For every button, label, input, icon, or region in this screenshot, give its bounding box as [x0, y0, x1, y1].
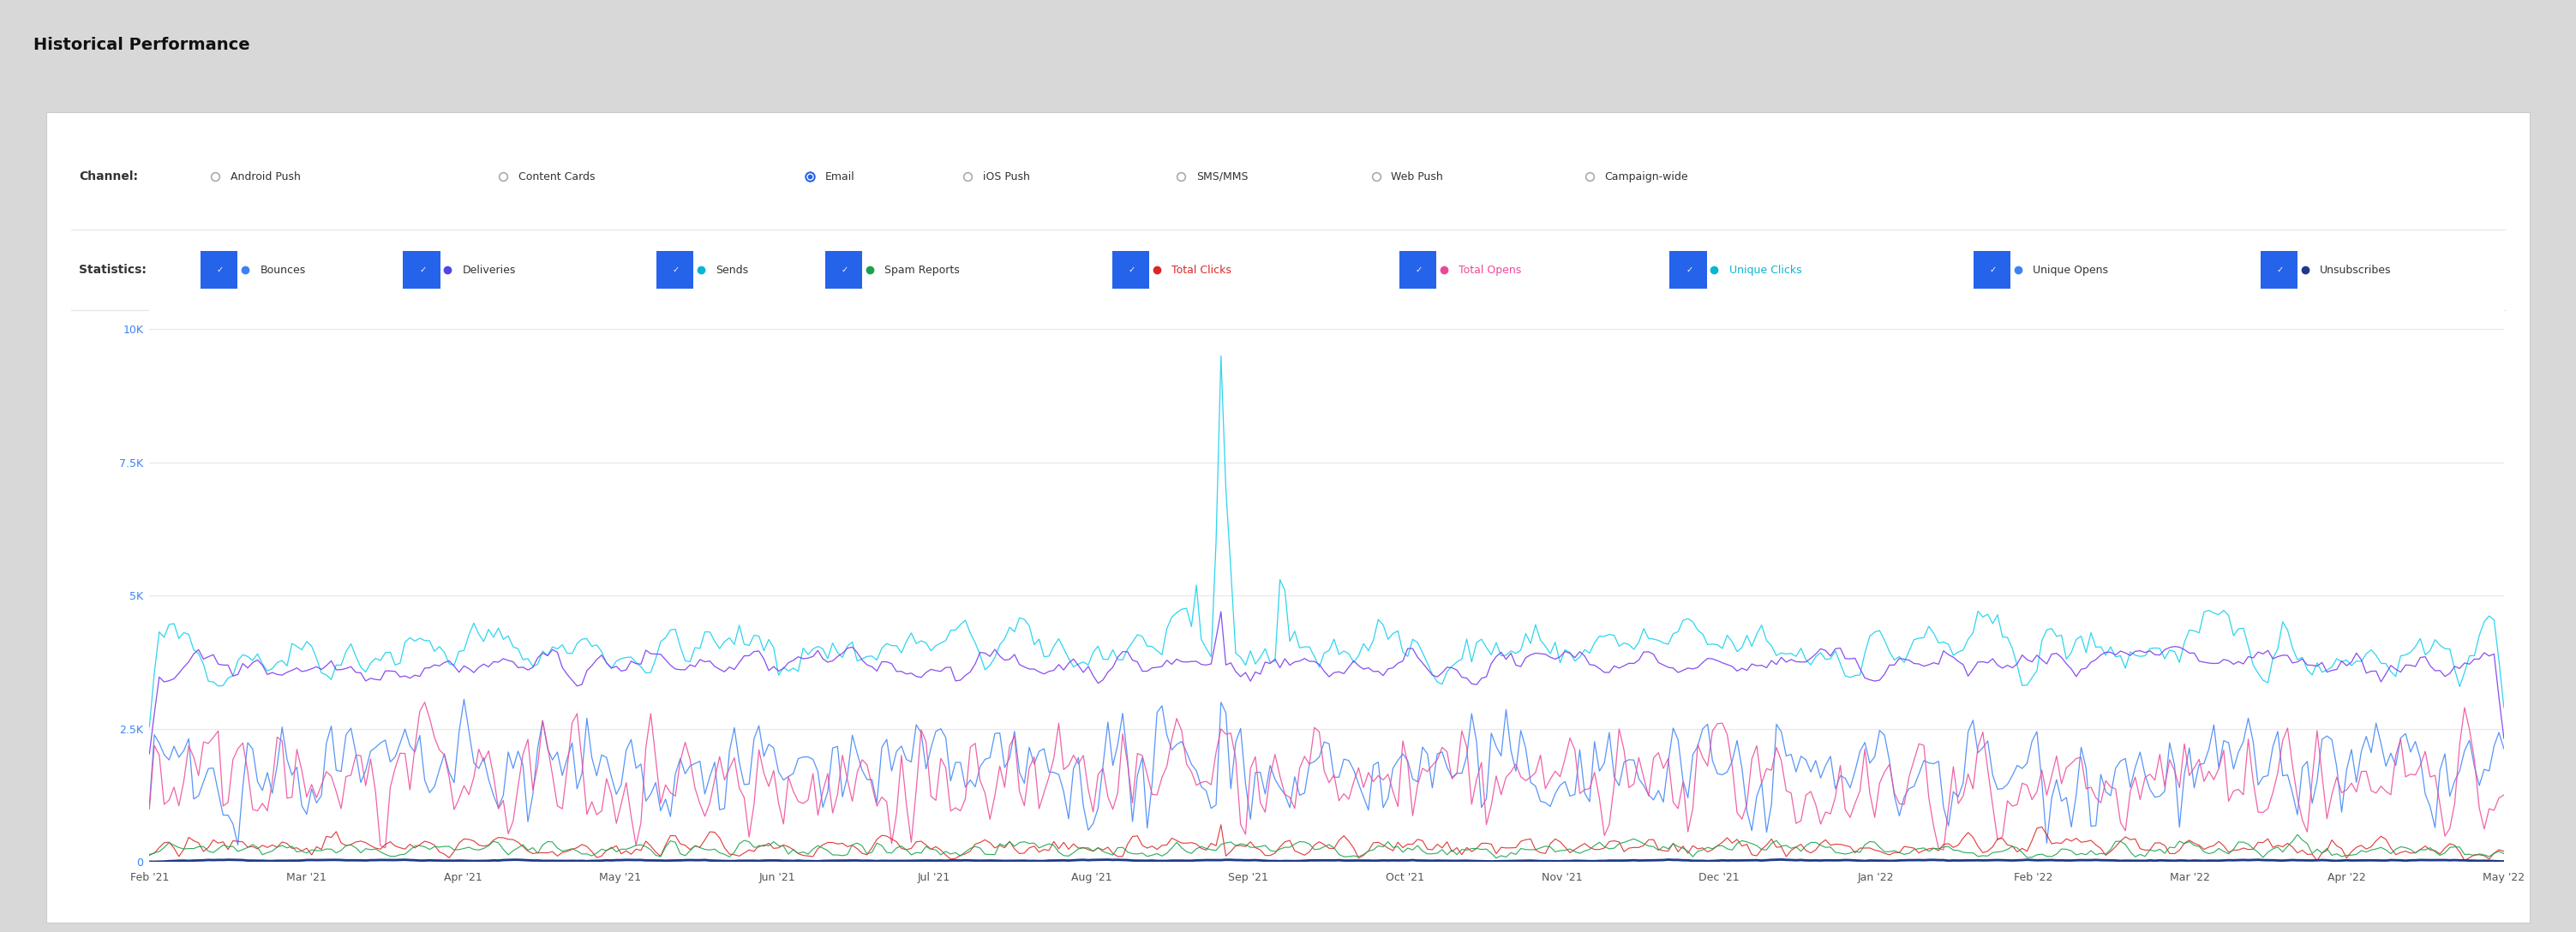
Text: Bounces: Bounces — [260, 265, 307, 276]
Text: ✓: ✓ — [216, 266, 224, 274]
Text: Total Opens: Total Opens — [1458, 265, 1522, 276]
Text: Unique Opens: Unique Opens — [2032, 265, 2107, 276]
Text: Unsubscribes: Unsubscribes — [2321, 265, 2391, 276]
Text: iOS Push: iOS Push — [981, 171, 1030, 183]
FancyBboxPatch shape — [1973, 252, 2012, 289]
Text: Deliveries: Deliveries — [464, 265, 515, 276]
FancyBboxPatch shape — [824, 252, 863, 289]
FancyBboxPatch shape — [1669, 252, 1708, 289]
FancyBboxPatch shape — [1399, 252, 1437, 289]
Text: Sends: Sends — [716, 265, 750, 276]
Text: ✓: ✓ — [420, 266, 425, 274]
Text: Web Push: Web Push — [1391, 171, 1443, 183]
Text: Android Push: Android Push — [229, 171, 301, 183]
Text: ☰: ☰ — [2476, 316, 2491, 333]
Text: Spam Reports: Spam Reports — [884, 265, 961, 276]
Text: Content Cards: Content Cards — [518, 171, 595, 183]
FancyBboxPatch shape — [402, 252, 440, 289]
Text: Unique Clicks: Unique Clicks — [1728, 265, 1801, 276]
FancyBboxPatch shape — [201, 252, 237, 289]
FancyBboxPatch shape — [657, 252, 693, 289]
Text: SMS/MMS: SMS/MMS — [1195, 171, 1247, 183]
Text: Historical Performance: Historical Performance — [33, 36, 250, 53]
Text: ✓: ✓ — [1417, 266, 1422, 274]
Text: Campaign-wide: Campaign-wide — [1605, 171, 1687, 183]
Text: Email: Email — [824, 171, 855, 183]
Text: ✓: ✓ — [672, 266, 680, 274]
Text: Channel:: Channel: — [80, 171, 137, 183]
Text: ✓: ✓ — [1685, 266, 1692, 274]
Text: Total Clicks: Total Clicks — [1172, 265, 1231, 276]
FancyBboxPatch shape — [1113, 252, 1149, 289]
Text: ✓: ✓ — [1128, 266, 1136, 274]
Text: ✓: ✓ — [2277, 266, 2285, 274]
Text: Statistics:: Statistics: — [80, 264, 147, 276]
Text: ✓: ✓ — [842, 266, 848, 274]
Text: ✓: ✓ — [1989, 266, 1996, 274]
FancyBboxPatch shape — [2262, 252, 2298, 289]
